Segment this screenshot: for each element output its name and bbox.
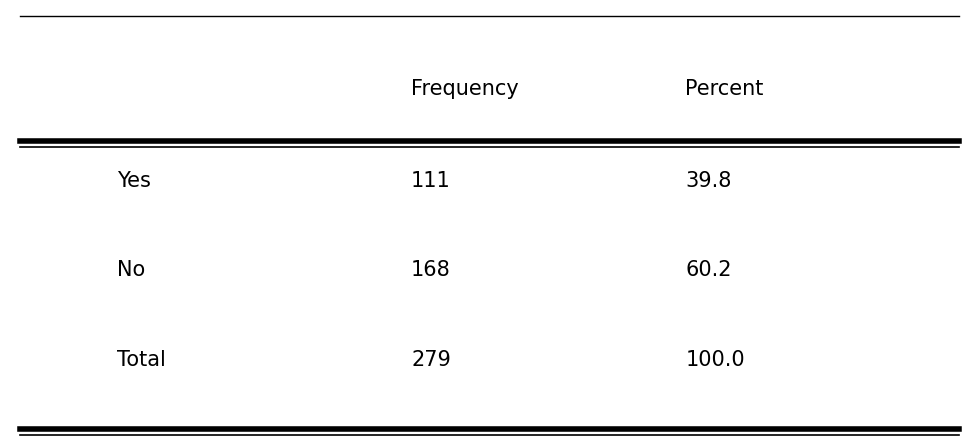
- Text: Total: Total: [117, 350, 166, 370]
- Text: 100.0: 100.0: [685, 350, 744, 370]
- Text: 39.8: 39.8: [685, 171, 731, 191]
- Text: 111: 111: [411, 171, 451, 191]
- Text: 279: 279: [411, 350, 451, 370]
- Text: 60.2: 60.2: [685, 261, 731, 280]
- Text: Yes: Yes: [117, 171, 152, 191]
- Text: 168: 168: [411, 261, 451, 280]
- Text: No: No: [117, 261, 146, 280]
- Text: Percent: Percent: [685, 80, 763, 99]
- Text: Frequency: Frequency: [411, 80, 518, 99]
